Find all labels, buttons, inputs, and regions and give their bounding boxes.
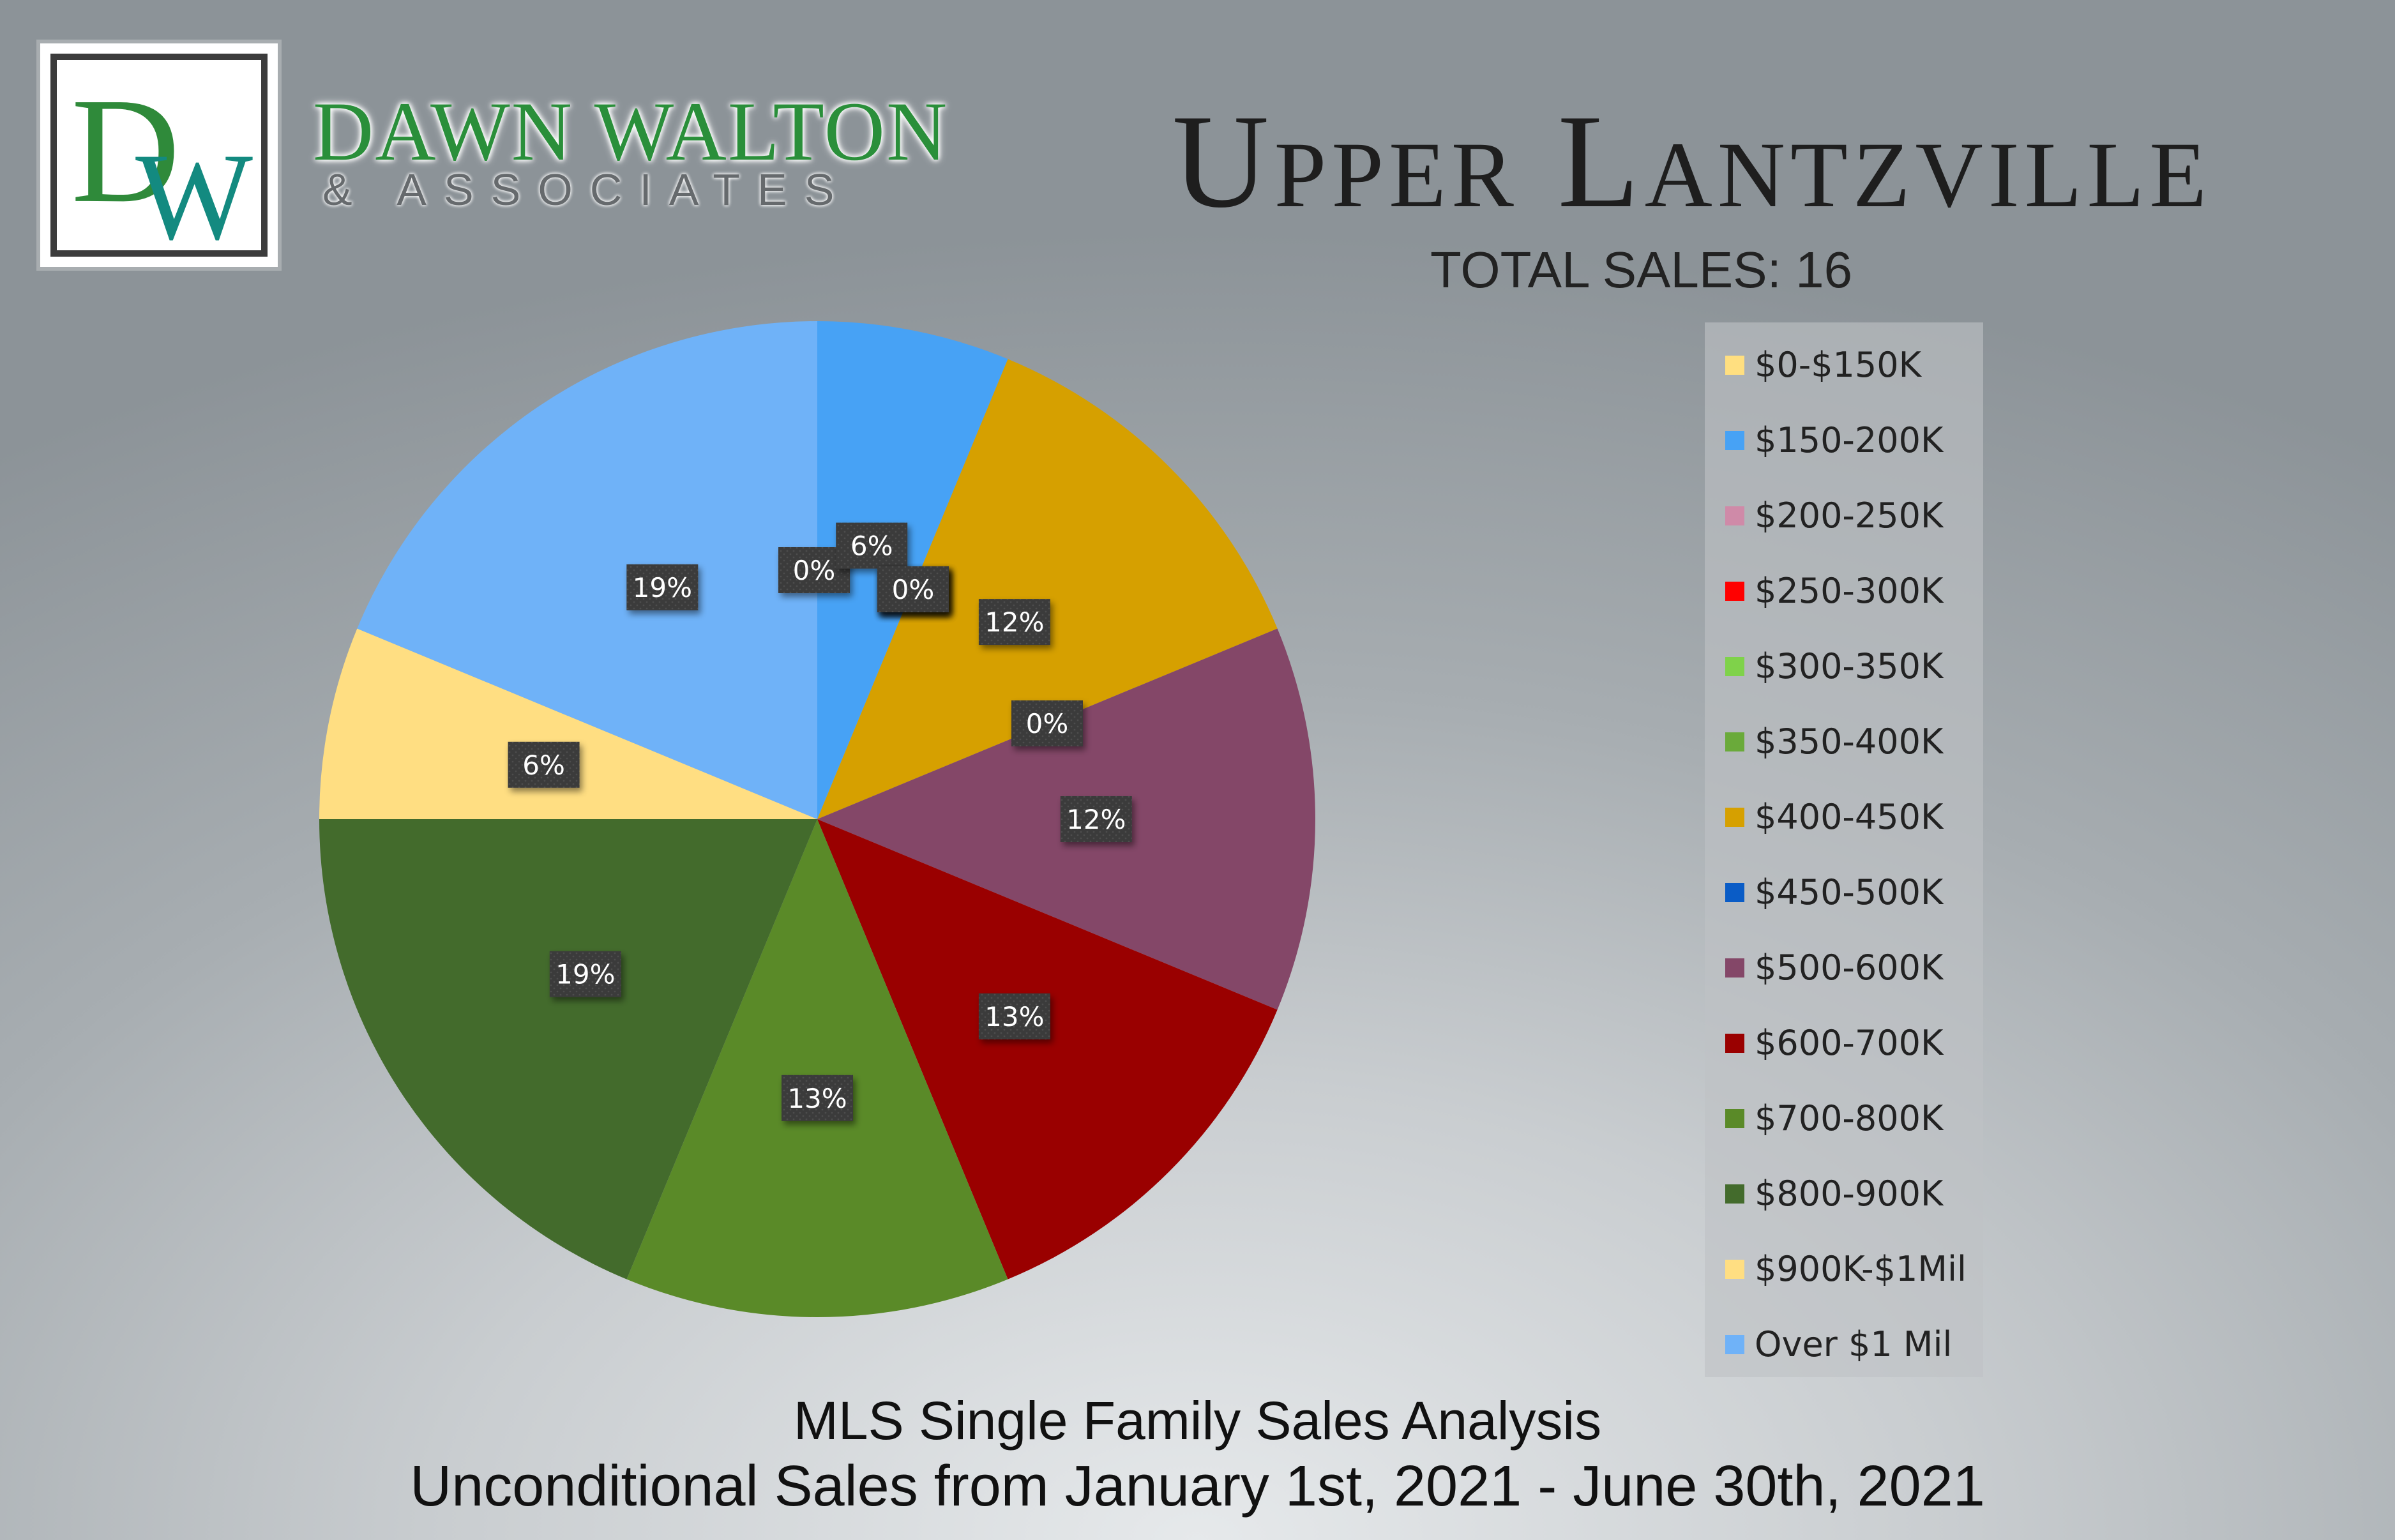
data-label-900k-1mil: 6% bbox=[508, 741, 580, 788]
data-label-600-700k: 13% bbox=[978, 993, 1050, 1039]
data-label-box bbox=[782, 1075, 853, 1121]
legend-item-300-350k: $300-350K bbox=[1725, 644, 1943, 689]
legend-swatch bbox=[1725, 883, 1744, 902]
pie-slice-700-800k bbox=[626, 819, 1008, 1317]
footer-title: MLS Single Family Sales Analysis bbox=[793, 1391, 1602, 1451]
data-label-150-200k: 6% bbox=[836, 522, 908, 569]
page-title: Upper Lantzville bbox=[1172, 87, 2212, 236]
legend-item-0-150k: $0-$150K bbox=[1725, 343, 1921, 388]
svg-text:D: D bbox=[72, 68, 180, 234]
data-label-box bbox=[978, 599, 1050, 645]
chart-legend: $0-$150K $150-200K $200-250K $250-300K $300-… bbox=[1705, 322, 1983, 1377]
data-label-box bbox=[508, 741, 580, 788]
data-label-text: 6% bbox=[850, 531, 893, 562]
brand-subtitle: & ASSOCIATES bbox=[322, 165, 852, 215]
footer-date-range: Unconditional Sales from January 1st, 20… bbox=[410, 1454, 1985, 1518]
legend-item-200-250k: $200-250K bbox=[1725, 494, 1943, 538]
data-label-box bbox=[836, 522, 908, 569]
legend-label: $500-600K bbox=[1755, 947, 1944, 988]
legend-swatch bbox=[1725, 431, 1744, 450]
data-label-text: 6% bbox=[522, 750, 565, 781]
legend-label: $800-900K bbox=[1755, 1174, 1944, 1214]
legend-item-500-600k: $500-600K bbox=[1725, 946, 1943, 990]
pie-slice-over-1-mil bbox=[357, 321, 817, 819]
legend-label: $250-300K bbox=[1755, 571, 1944, 611]
legend-item-800-900k: $800-900K bbox=[1725, 1172, 1943, 1216]
legend-item-over-1-mil: Over $1 Mil bbox=[1725, 1322, 1953, 1367]
legend-swatch bbox=[1725, 657, 1744, 676]
legend-item-450-500k: $450-500K bbox=[1725, 870, 1943, 915]
data-label-350-400k: 0% bbox=[877, 566, 949, 612]
legend-swatch bbox=[1725, 1184, 1744, 1204]
legend-item-350-400k: $350-400K bbox=[1725, 720, 1943, 764]
legend-label: $600-700K bbox=[1755, 1023, 1944, 1063]
data-label-text: 12% bbox=[985, 607, 1044, 638]
legend-swatch bbox=[1725, 1335, 1744, 1354]
data-label-over-1-mil: 19% bbox=[626, 564, 699, 610]
legend-label: $400-450K bbox=[1755, 797, 1944, 837]
legend-label: $900K-$1Mil bbox=[1755, 1249, 1967, 1289]
pie-slice-400-450k bbox=[817, 359, 1278, 819]
legend-item-250-300k: $250-300K bbox=[1725, 569, 1943, 614]
legend-swatch bbox=[1725, 356, 1744, 375]
legend-item-600-700k: $600-700K bbox=[1725, 1021, 1943, 1066]
legend-swatch bbox=[1725, 1109, 1744, 1128]
pie-slices bbox=[319, 321, 1315, 1317]
data-label-text: 0% bbox=[1026, 708, 1069, 739]
data-label-text: 19% bbox=[633, 572, 692, 603]
legend-item-400-450k: $400-450K bbox=[1725, 795, 1943, 840]
data-label-text: 13% bbox=[787, 1083, 847, 1114]
data-label-800-900k: 19% bbox=[549, 951, 621, 997]
data-label-box bbox=[978, 993, 1050, 1039]
legend-swatch bbox=[1725, 1260, 1744, 1279]
legend-swatch bbox=[1725, 732, 1744, 751]
pie-slice-900k-1mil bbox=[319, 628, 817, 819]
data-label-text: 0% bbox=[892, 574, 935, 605]
legend-swatch bbox=[1725, 506, 1744, 525]
data-label-text: 0% bbox=[793, 555, 836, 586]
data-label-450-500k: 0% bbox=[1011, 700, 1083, 746]
data-label-box bbox=[1060, 796, 1132, 842]
data-label-text: 12% bbox=[1066, 804, 1126, 835]
legend-item-700-800k: $700-800K bbox=[1725, 1096, 1943, 1141]
legend-label: Over $1 Mil bbox=[1755, 1324, 1953, 1364]
total-sales: TOTAL SALES: 16 bbox=[1430, 241, 1853, 298]
legend-swatch bbox=[1725, 958, 1744, 978]
data-label-700-800k: 13% bbox=[782, 1075, 853, 1121]
data-label-text: 19% bbox=[555, 959, 615, 990]
dw-monogram-icon: D W bbox=[72, 68, 253, 250]
legend-item-900k-1mil: $900K-$1Mil bbox=[1725, 1247, 1967, 1292]
legend-swatch bbox=[1725, 582, 1744, 601]
pie-data-labels: 0%6%0%0%0%0%12%0%12%13%13%19%6%19% bbox=[508, 522, 1132, 1121]
legend-label: $350-400K bbox=[1755, 721, 1944, 762]
legend-item-150-200k: $150-200K bbox=[1725, 418, 1943, 463]
legend-label: $0-$150K bbox=[1755, 345, 1922, 385]
pie-slice-800-900k bbox=[319, 819, 818, 1280]
legend-label: $700-800K bbox=[1755, 1098, 1944, 1138]
data-label-400-450k: 12% bbox=[978, 599, 1050, 645]
legend-label: $200-250K bbox=[1755, 495, 1944, 536]
data-label-text: 13% bbox=[985, 1001, 1044, 1032]
data-label-box bbox=[877, 566, 949, 612]
legend-swatch bbox=[1725, 1034, 1744, 1053]
legend-label: $300-350K bbox=[1755, 646, 1944, 686]
pie-slice-600-700k bbox=[817, 819, 1278, 1280]
legend-swatch bbox=[1725, 808, 1744, 827]
data-label-box bbox=[1011, 700, 1083, 746]
logo-monogram: D W bbox=[50, 54, 268, 257]
legend-label: $150-200K bbox=[1755, 420, 1944, 460]
data-label-500-600k: 12% bbox=[1060, 796, 1132, 842]
brand-name: DAWN WALTON bbox=[313, 84, 949, 178]
data-label-box bbox=[549, 951, 621, 997]
legend-label: $450-500K bbox=[1755, 872, 1944, 912]
logo-frame: D W bbox=[36, 40, 282, 271]
data-label-box bbox=[626, 564, 699, 610]
svg-text:W: W bbox=[135, 128, 253, 250]
